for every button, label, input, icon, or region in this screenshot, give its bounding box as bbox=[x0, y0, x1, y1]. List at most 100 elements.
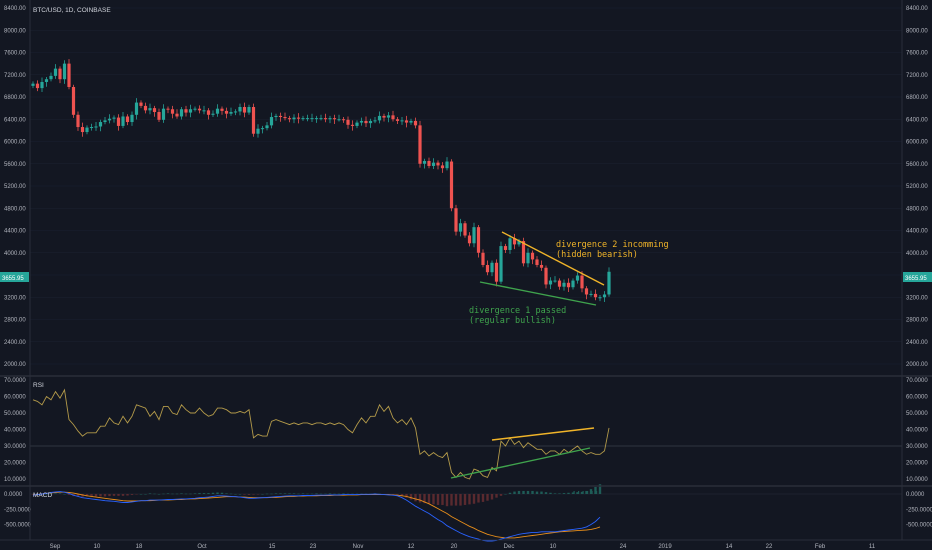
macd-histogram-bar bbox=[297, 493, 300, 495]
macd-histogram-bar bbox=[463, 494, 467, 505]
time-tick-label[interactable]: Dec bbox=[504, 544, 515, 550]
candle-body bbox=[544, 267, 548, 285]
time-tick-label[interactable]: Sep bbox=[50, 544, 61, 550]
rsi-lower-trendline[interactable] bbox=[450, 447, 591, 479]
time-tick-label[interactable]: 14 bbox=[726, 544, 733, 550]
candle-body bbox=[269, 117, 274, 126]
macd-histogram-bar bbox=[328, 493, 332, 494]
macd-histogram-bar bbox=[243, 494, 246, 495]
candle-body bbox=[166, 108, 170, 110]
candle-body bbox=[566, 282, 571, 288]
candle-body bbox=[274, 115, 278, 118]
candle-body bbox=[499, 246, 503, 282]
candle-body bbox=[134, 102, 139, 115]
time-tick-label[interactable]: Feb bbox=[815, 544, 826, 550]
macd-histogram-bar bbox=[450, 494, 453, 506]
time-tick-label[interactable]: Oct bbox=[197, 544, 207, 550]
candle-body bbox=[359, 120, 364, 123]
macd-tick-label-left: -250.0000 bbox=[4, 507, 32, 513]
price-upper-trendline[interactable] bbox=[501, 231, 605, 286]
macd-histogram-bar bbox=[279, 493, 282, 494]
macd-histogram-bar bbox=[234, 494, 237, 495]
macd-histogram-bar bbox=[148, 493, 152, 494]
macd-histogram-bar bbox=[391, 494, 395, 495]
candle-body bbox=[242, 107, 247, 113]
symbol-title[interactable]: BTC/USD, 1D, COINBASE bbox=[33, 7, 111, 14]
candle-body bbox=[328, 118, 332, 120]
rsi-tick-label-left: 40.0000 bbox=[4, 428, 26, 434]
candle-body bbox=[535, 259, 539, 265]
candle-body bbox=[391, 115, 395, 120]
price-tick-label-left: 2000.00 bbox=[4, 362, 26, 368]
macd-histogram-bar bbox=[573, 491, 575, 494]
macd-histogram-bar bbox=[99, 494, 102, 497]
macd-tick-label-right: 0.0000 bbox=[906, 492, 925, 498]
price-tick-label-left: 6800.00 bbox=[4, 95, 26, 101]
time-tick-label[interactable]: 22 bbox=[766, 544, 773, 550]
time-tick-label[interactable]: 2019 bbox=[658, 544, 672, 550]
macd-histogram-bar bbox=[108, 494, 111, 497]
macd-histogram-bar bbox=[544, 492, 548, 494]
macd-histogram-bar bbox=[405, 494, 408, 498]
candle-body bbox=[382, 115, 386, 118]
candle-body bbox=[494, 262, 499, 282]
candle-body bbox=[553, 280, 557, 282]
macd-histogram-bar bbox=[162, 493, 165, 495]
macd-histogram-bar bbox=[526, 490, 530, 494]
price-lower-trendline[interactable] bbox=[479, 281, 597, 306]
candle-body bbox=[49, 75, 53, 80]
candle-body bbox=[44, 79, 49, 82]
price-tick-label-left: 7600.00 bbox=[4, 51, 26, 57]
candle-body bbox=[296, 117, 301, 119]
macd-pane-title[interactable]: MACD bbox=[33, 492, 52, 499]
time-tick-label[interactable]: 20 bbox=[451, 544, 458, 550]
time-tick-label[interactable]: 24 bbox=[620, 544, 627, 550]
candle-body bbox=[148, 108, 152, 111]
candle-body bbox=[139, 102, 143, 106]
macd-histogram-bar bbox=[90, 494, 93, 497]
annotation-divergence-1-line2[interactable]: (regular bullish) bbox=[469, 316, 556, 326]
rsi-upper-trendline[interactable] bbox=[491, 427, 595, 441]
annotation-divergence-2-line2[interactable]: (hidden bearish) bbox=[556, 250, 638, 260]
candle-body bbox=[427, 160, 431, 166]
candle-body bbox=[152, 108, 157, 113]
candle-body bbox=[463, 223, 467, 236]
macd-histogram-bar bbox=[54, 493, 57, 494]
candle-body bbox=[125, 116, 130, 123]
candle-body bbox=[197, 108, 202, 111]
time-tick-label[interactable]: 23 bbox=[310, 544, 317, 550]
time-tick-label[interactable]: Nov bbox=[353, 544, 364, 550]
macd-histogram-bar bbox=[580, 491, 584, 494]
macd-histogram-bar bbox=[598, 484, 602, 494]
macd-histogram-bar bbox=[549, 492, 552, 494]
time-tick-label[interactable]: 10 bbox=[94, 544, 101, 550]
time-tick-label[interactable]: 10 bbox=[550, 544, 557, 550]
candle-body bbox=[247, 107, 251, 113]
macd-histogram-bar bbox=[432, 494, 435, 505]
candle-body bbox=[355, 122, 359, 126]
time-tick-label[interactable]: 12 bbox=[408, 544, 415, 550]
time-tick-label[interactable]: 11 bbox=[869, 544, 876, 550]
candle-body bbox=[314, 118, 319, 120]
candle-body bbox=[251, 107, 256, 134]
time-tick-label[interactable]: 18 bbox=[136, 544, 143, 550]
macd-histogram-bar bbox=[409, 494, 413, 500]
macd-histogram-bar bbox=[225, 493, 228, 494]
candle-body bbox=[472, 227, 476, 244]
macd-histogram-bar bbox=[76, 494, 80, 497]
rsi-pane-title[interactable]: RSI bbox=[33, 382, 44, 389]
time-tick-label[interactable]: 15 bbox=[269, 544, 276, 550]
macd-histogram-bar bbox=[211, 492, 215, 494]
annotation-divergence-2-line1[interactable]: divergence 2 incomming bbox=[556, 240, 669, 250]
macd-histogram-bar bbox=[283, 493, 287, 494]
annotation-divergence-1-line1[interactable]: divergence 1 passed bbox=[469, 306, 566, 316]
candle-body bbox=[503, 246, 508, 250]
macd-histogram-bar bbox=[355, 493, 359, 495]
candle-body bbox=[350, 124, 355, 126]
candle-body bbox=[116, 117, 121, 126]
macd-histogram-bar bbox=[504, 494, 507, 495]
candle-body bbox=[107, 118, 112, 121]
rsi-tick-label-right: 70.0000 bbox=[906, 378, 928, 384]
price-tick-label-left: 3200.00 bbox=[4, 295, 26, 301]
